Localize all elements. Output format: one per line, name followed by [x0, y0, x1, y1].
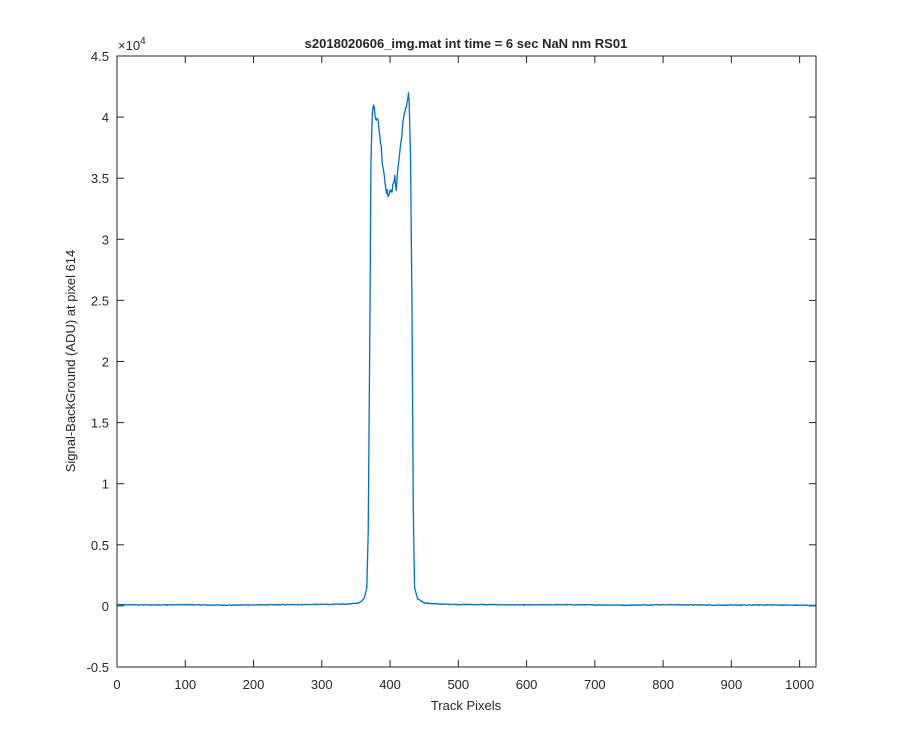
x-tick-label: 1000: [785, 677, 814, 692]
y-tick-label: -0.5: [87, 660, 109, 675]
y-exponent-label: ×104: [118, 36, 146, 53]
y-axis-ticks: -0.5 0 0.5 1 1.5 2 2.5 3 3.5 4 4.5: [87, 49, 816, 675]
y-tick-label: 4: [102, 110, 109, 125]
x-tick-label: 800: [652, 677, 674, 692]
x-tick-label: 300: [311, 677, 333, 692]
x-tick-label: 900: [721, 677, 743, 692]
x-tick-label: 200: [243, 677, 265, 692]
x-tick-label: 600: [516, 677, 538, 692]
y-tick-label: 0.5: [91, 538, 109, 553]
plot-area: [117, 56, 816, 667]
y-tick-label: 1: [102, 477, 109, 492]
y-axis-label: Signal-BackGround (ADU) at pixel 614: [63, 250, 78, 473]
y-tick-label: 3: [102, 232, 109, 247]
plot-frame: [116, 55, 817, 668]
y-tick-label: 1.5: [91, 416, 109, 431]
x-axis-ticks: 0 100 200 300 400 500 600 700 800 900 1000: [113, 56, 814, 692]
x-tick-label: 100: [174, 677, 196, 692]
x-axis-label: Track Pixels: [431, 698, 502, 713]
x-tick-label: 400: [379, 677, 401, 692]
y-tick-label: 3.5: [91, 171, 109, 186]
y-exponent-power: 4: [140, 36, 146, 47]
y-tick-label: 2.5: [91, 293, 109, 308]
y-tick-label: 2: [102, 355, 109, 370]
x-tick-label: 700: [584, 677, 606, 692]
y-tick-label: 0: [102, 599, 109, 614]
y-exponent-base: ×10: [118, 38, 140, 53]
series-line: [116, 92, 817, 607]
chart-title: s2018020606_img.mat int time = 6 sec NaN…: [305, 36, 628, 51]
y-tick-label: 4.5: [91, 49, 109, 64]
x-tick-label: 500: [447, 677, 469, 692]
x-tick-label: 0: [113, 677, 120, 692]
